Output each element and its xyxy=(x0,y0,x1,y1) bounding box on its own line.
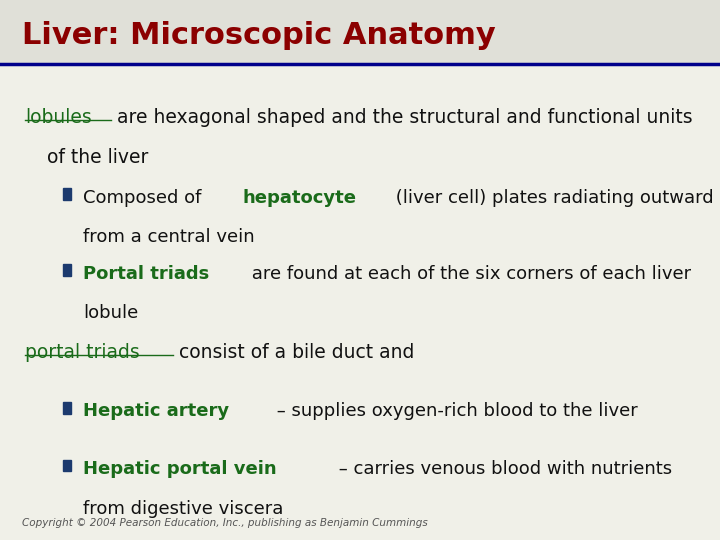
Text: Composed of: Composed of xyxy=(83,189,207,207)
Text: are hexagonal shaped and the structural and functional units: are hexagonal shaped and the structural … xyxy=(112,108,693,127)
Text: Copyright © 2004 Pearson Education, Inc., publishing as Benjamin Cummings: Copyright © 2004 Pearson Education, Inc.… xyxy=(22,518,428,528)
Text: – supplies oxygen-rich blood to the liver: – supplies oxygen-rich blood to the live… xyxy=(271,402,638,420)
Text: Liver: Microscopic Anatomy: Liver: Microscopic Anatomy xyxy=(22,21,495,50)
Bar xyxy=(63,264,71,276)
Bar xyxy=(63,402,71,414)
Text: lobule: lobule xyxy=(83,304,138,322)
Bar xyxy=(63,188,71,200)
Text: from a central vein: from a central vein xyxy=(83,228,254,246)
Text: – carries venous blood with nutrients: – carries venous blood with nutrients xyxy=(333,460,672,478)
Text: of the liver: of the liver xyxy=(47,148,148,167)
Text: Hepatic portal vein: Hepatic portal vein xyxy=(83,460,276,478)
Text: are found at each of the six corners of each liver: are found at each of the six corners of … xyxy=(246,265,690,282)
FancyBboxPatch shape xyxy=(0,0,720,64)
Text: Hepatic artery: Hepatic artery xyxy=(83,402,229,420)
Text: from digestive viscera: from digestive viscera xyxy=(83,500,283,517)
Text: lobules: lobules xyxy=(25,108,92,127)
Text: portal triads: portal triads xyxy=(25,343,140,362)
Bar xyxy=(63,460,71,471)
Text: (liver cell) plates radiating outward: (liver cell) plates radiating outward xyxy=(390,189,714,207)
Text: Portal triads: Portal triads xyxy=(83,265,209,282)
Text: hepatocyte: hepatocyte xyxy=(243,189,357,207)
Text: consist of a bile duct and: consist of a bile duct and xyxy=(174,343,415,362)
